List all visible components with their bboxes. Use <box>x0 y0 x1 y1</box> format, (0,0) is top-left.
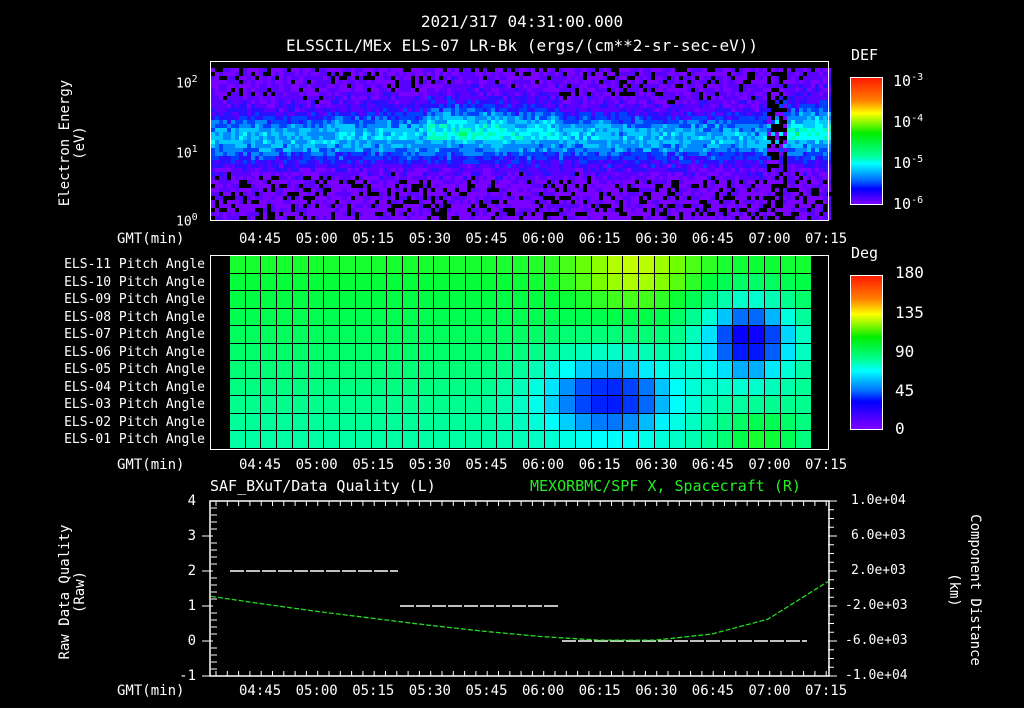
energy-ytick-100: 102 <box>176 74 198 92</box>
def-tick-1e-4: 10-4 <box>893 113 924 131</box>
panel3-title-left: SAF_BXuT/Data Quality (L) <box>210 477 436 495</box>
pitch-angle-row-label: ELS-06 Pitch Angle <box>64 344 205 360</box>
x-tick-label: 06:30 <box>635 231 678 247</box>
plot-datetime: 2021/317 04:31:00.000 <box>420 12 624 31</box>
pitch-angle-row-label: ELS-04 Pitch Angle <box>64 379 205 395</box>
x-tick-label: 05:45 <box>465 683 508 699</box>
pitch-angle-row-label: ELS-03 Pitch Angle <box>64 397 205 412</box>
panel3-title-right: MEXORBMC/SPF X, Spacecraft (R) <box>530 477 801 495</box>
x-tick-label: 04:45 <box>239 231 282 247</box>
distance-ytick: -1.0e+04 <box>845 668 908 683</box>
x-tick-label: 06:30 <box>635 457 678 473</box>
x-tick-label: 06:45 <box>691 683 734 699</box>
x-tick-label: 07:00 <box>748 457 791 473</box>
pitch-angle-grid <box>230 256 812 449</box>
pitch-angle-row-label: ELS-11 Pitch Angle <box>64 257 205 272</box>
pitch-angle-row-label: ELS-10 Pitch Angle <box>64 274 205 290</box>
x-tick-label: 06:45 <box>691 231 734 247</box>
deg-tick-180: 180 <box>895 263 924 282</box>
def-colorbar <box>850 77 883 205</box>
pitch-angle-row-label: ELS-09 Pitch Angle <box>64 292 205 307</box>
x-tick-label: 06:45 <box>691 457 734 473</box>
deg-tick-45: 45 <box>895 381 915 400</box>
distance-ytick: -6.0e+03 <box>845 633 908 648</box>
energy-spectrogram <box>211 68 831 220</box>
distance-ytick: -2.0e+03 <box>845 598 908 613</box>
x-tick-label: 07:15 <box>805 457 848 473</box>
distance-ytick: 2.0e+03 <box>851 563 906 578</box>
def-tick-1e-5: 10-5 <box>893 154 924 172</box>
distance-ytick: 6.0e+03 <box>851 528 906 543</box>
pitch-angle-row-label: ELS-08 Pitch Angle <box>64 309 205 325</box>
x-tick-label: 05:15 <box>352 231 395 247</box>
x-tick-label: 05:30 <box>408 231 451 247</box>
deg-colorbar-title: Deg <box>851 244 879 262</box>
x-tick-label: 05:30 <box>408 683 451 699</box>
quality-ytick: 1 <box>187 598 196 614</box>
deg-tick-90: 90 <box>895 342 915 361</box>
x-tick-label: 06:15 <box>578 457 621 473</box>
x-tick-label: 06:15 <box>578 683 621 699</box>
def-colorbar-title: DEF <box>851 46 879 64</box>
energy-ytick-10: 101 <box>176 144 198 162</box>
x-tick-label: 07:00 <box>748 231 791 247</box>
pitch-angle-row-label: ELS-01 Pitch Angle <box>64 432 205 447</box>
spectrogram-frame <box>210 61 829 221</box>
deg-tick-135: 135 <box>895 303 924 322</box>
x-tick-label: 05:00 <box>295 683 338 699</box>
def-tick-1e-6: 10-6 <box>893 195 924 213</box>
quality-ytick: -1 <box>179 668 196 684</box>
x-tick-label: 06:00 <box>522 457 565 473</box>
pitch-angle-frame <box>210 255 829 450</box>
deg-tick-0: 0 <box>895 419 905 438</box>
x-tick-label: 05:45 <box>465 231 508 247</box>
x-tick-label: 06:00 <box>522 231 565 247</box>
x-tick-label: 05:15 <box>352 683 395 699</box>
x-tick-label: 06:00 <box>522 683 565 699</box>
deg-colorbar <box>850 275 883 430</box>
energy-ytick-1: 100 <box>176 212 198 230</box>
x-axis-label-2: GMT(min) <box>117 457 185 473</box>
x-tick-label: 05:45 <box>465 457 508 473</box>
plot-subtitle: ELSSCIL/MEx ELS-07 LR-Bk (ergs/(cm**2-sr… <box>285 36 758 55</box>
x-tick-label: 05:30 <box>408 457 451 473</box>
x-tick-label: 06:15 <box>578 231 621 247</box>
x-tick-label: 05:00 <box>295 457 338 473</box>
pitch-angle-row-label: ELS-02 Pitch Angle <box>64 414 205 430</box>
quality-ytick: 3 <box>187 528 196 544</box>
x-tick-label: 06:30 <box>635 683 678 699</box>
def-tick-1e-3: 10-3 <box>893 72 924 90</box>
x-tick-label: 07:15 <box>805 683 848 699</box>
x-axis-label-3: GMT(min) <box>117 683 185 699</box>
x-tick-label: 05:15 <box>352 457 395 473</box>
x-tick-label: 04:45 <box>239 457 282 473</box>
x-tick-label: 05:00 <box>295 231 338 247</box>
x-axis-label-1: GMT(min) <box>117 231 185 247</box>
x-tick-label: 04:45 <box>239 683 282 699</box>
pitch-angle-row-label: ELS-07 Pitch Angle <box>64 327 205 342</box>
pitch-angle-row-label: ELS-05 Pitch Angle <box>64 362 205 377</box>
x-tick-label: 07:15 <box>805 231 848 247</box>
quality-ytick: 4 <box>187 493 196 509</box>
x-tick-label: 07:00 <box>748 683 791 699</box>
quality-ytick: 0 <box>187 633 196 649</box>
distance-ytick: 1.0e+04 <box>851 493 906 508</box>
quality-ytick: 2 <box>187 563 196 579</box>
